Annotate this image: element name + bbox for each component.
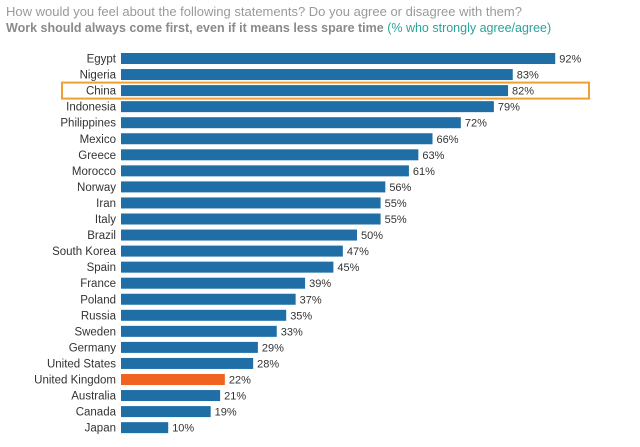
- category-label-france: France: [80, 278, 116, 290]
- value-label-poland: 37%: [300, 294, 322, 306]
- category-label-italy: Italy: [95, 214, 116, 226]
- bar-germany: [121, 341, 258, 353]
- bar-united-kingdom: [121, 374, 225, 385]
- category-label-philippines: Philippines: [60, 118, 116, 130]
- category-label-south-korea: South Korea: [52, 246, 117, 258]
- value-label-south-korea: 47%: [347, 246, 369, 258]
- value-label-australia: 21%: [224, 391, 246, 403]
- bar-south-korea: [121, 245, 343, 257]
- category-label-greece: Greece: [78, 150, 116, 162]
- bar-iran: [121, 197, 381, 209]
- value-label-japan: 10%: [172, 423, 194, 435]
- bar-sweden: [121, 325, 277, 337]
- category-label-australia: Australia: [71, 391, 116, 403]
- bar-indonesia: [121, 101, 494, 113]
- bar-morocco: [121, 165, 409, 177]
- category-label-norway: Norway: [77, 182, 116, 194]
- category-label-poland: Poland: [80, 294, 116, 306]
- value-label-nigeria: 83%: [517, 70, 539, 82]
- value-label-china: 82%: [512, 86, 534, 98]
- category-label-sweden: Sweden: [74, 326, 116, 338]
- survey-question: How would you feel about the following s…: [6, 4, 522, 19]
- category-label-russia: Russia: [81, 310, 117, 322]
- value-label-sweden: 33%: [281, 326, 303, 338]
- chart-subtitle: Work should always come first, even if i…: [6, 20, 636, 36]
- bar-egypt: [121, 53, 556, 64]
- highlight-outline-china: [61, 81, 590, 100]
- bar-norway: [121, 181, 386, 193]
- bar-poland: [121, 293, 296, 305]
- measure-text: (% who strongly agree/agree): [387, 21, 552, 35]
- bar-spain: [121, 261, 334, 273]
- value-label-italy: 55%: [385, 214, 407, 226]
- value-label-norway: 56%: [389, 182, 411, 194]
- bar-united-states: [121, 357, 254, 369]
- value-label-iran: 55%: [385, 198, 407, 210]
- bar-nigeria: [121, 69, 513, 81]
- statement-text: Work should always come first, even if i…: [6, 21, 384, 35]
- bar-greece: [121, 149, 419, 161]
- bar-russia: [121, 309, 287, 321]
- category-label-united-kingdom: United Kingdom: [34, 375, 116, 387]
- value-label-united-states: 28%: [257, 358, 279, 370]
- category-label-canada: Canada: [76, 407, 117, 419]
- category-label-iran: Iran: [96, 198, 116, 210]
- value-label-philippines: 72%: [465, 118, 487, 130]
- chart-header: How would you feel about the following s…: [6, 4, 636, 36]
- category-label-united-states: United States: [47, 358, 116, 370]
- bar-philippines: [121, 117, 461, 129]
- value-label-spain: 45%: [337, 262, 359, 274]
- bar-canada: [121, 406, 211, 418]
- bar-china: [121, 85, 509, 97]
- category-label-china: China: [86, 86, 117, 98]
- category-label-brazil: Brazil: [87, 230, 116, 242]
- bar-australia: [121, 390, 221, 402]
- bar-mexico: [121, 133, 433, 145]
- category-label-mexico: Mexico: [80, 134, 116, 146]
- category-label-nigeria: Nigeria: [80, 70, 117, 82]
- value-label-indonesia: 79%: [498, 102, 520, 114]
- value-label-france: 39%: [309, 278, 331, 290]
- bar-france: [121, 277, 306, 289]
- bar-japan: [121, 422, 169, 434]
- value-label-greece: 63%: [422, 150, 444, 162]
- value-label-germany: 29%: [262, 342, 284, 354]
- value-label-morocco: 61%: [413, 166, 435, 178]
- value-label-egypt: 92%: [559, 54, 581, 66]
- category-label-indonesia: Indonesia: [66, 102, 116, 114]
- bar-italy: [121, 213, 381, 225]
- category-label-japan: Japan: [85, 423, 116, 435]
- category-label-morocco: Morocco: [72, 166, 116, 178]
- category-label-germany: Germany: [69, 342, 117, 354]
- category-label-spain: Spain: [87, 262, 116, 274]
- value-label-canada: 19%: [215, 407, 237, 419]
- value-label-united-kingdom: 22%: [229, 375, 251, 387]
- bar-brazil: [121, 229, 357, 241]
- value-label-mexico: 66%: [437, 134, 459, 146]
- value-label-brazil: 50%: [361, 230, 383, 242]
- category-label-egypt: Egypt: [87, 54, 117, 66]
- value-label-russia: 35%: [290, 310, 312, 322]
